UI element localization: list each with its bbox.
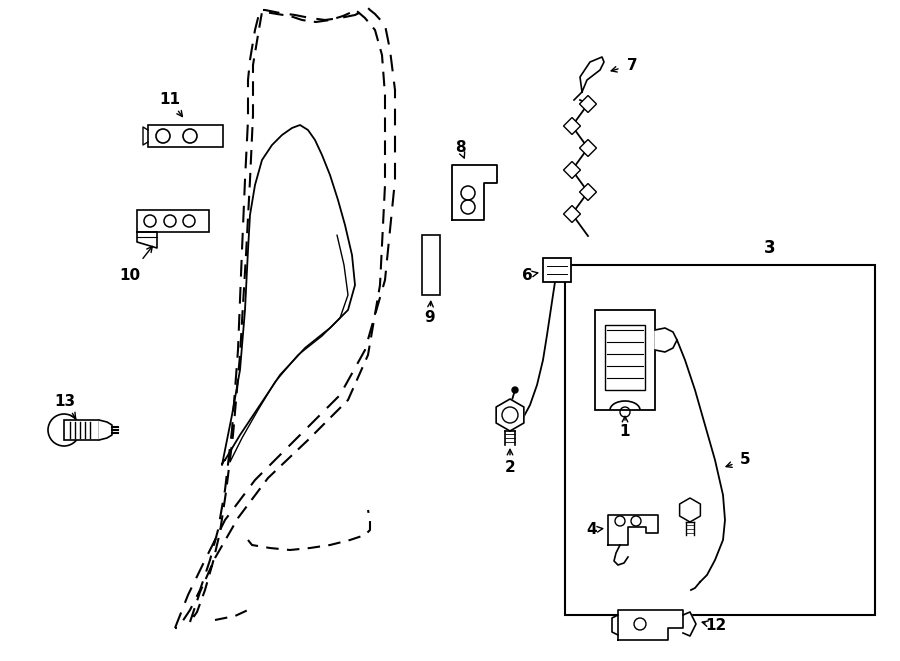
Circle shape — [48, 414, 80, 446]
Bar — [563, 206, 580, 223]
Bar — [563, 118, 580, 134]
Text: 1: 1 — [620, 424, 630, 440]
Text: 3: 3 — [764, 239, 776, 257]
Polygon shape — [618, 610, 683, 640]
Polygon shape — [452, 165, 497, 220]
Polygon shape — [137, 232, 157, 248]
Polygon shape — [496, 399, 524, 431]
Bar — [64, 420, 99, 440]
Circle shape — [512, 387, 518, 393]
Polygon shape — [683, 612, 696, 636]
Text: 2: 2 — [505, 461, 516, 475]
Text: 13: 13 — [54, 395, 76, 410]
Polygon shape — [655, 328, 677, 352]
Text: 4: 4 — [587, 522, 598, 537]
Polygon shape — [580, 57, 604, 92]
Text: 9: 9 — [425, 311, 436, 325]
Text: 10: 10 — [120, 268, 140, 282]
Text: 11: 11 — [159, 93, 181, 108]
Polygon shape — [608, 515, 658, 545]
Bar — [563, 161, 580, 178]
Text: 8: 8 — [454, 141, 465, 155]
Text: 7: 7 — [626, 58, 637, 73]
Bar — [580, 96, 597, 112]
Polygon shape — [680, 498, 700, 522]
Bar — [565, 265, 875, 615]
Bar — [605, 325, 645, 390]
Text: 5: 5 — [740, 453, 751, 467]
Bar — [595, 310, 655, 410]
Bar — [580, 184, 597, 200]
Polygon shape — [99, 420, 112, 440]
Text: 12: 12 — [706, 619, 726, 633]
Bar — [148, 125, 223, 147]
Bar — [137, 210, 209, 232]
Text: 6: 6 — [522, 268, 533, 282]
Bar — [422, 235, 440, 295]
Bar — [543, 258, 571, 282]
Bar — [580, 139, 597, 157]
